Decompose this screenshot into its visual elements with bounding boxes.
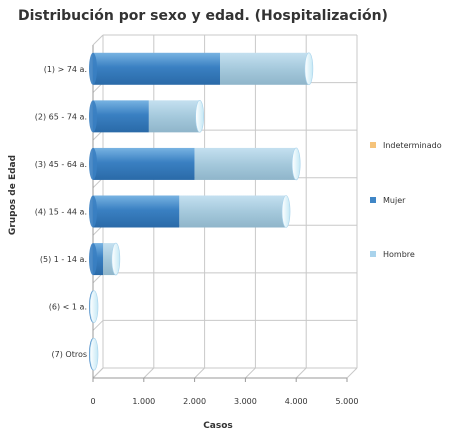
- category-label: (6) < 1 a.: [49, 303, 87, 312]
- legend-label-mujer: Mujer: [383, 196, 406, 205]
- category-label: (5) 1 - 14 a.: [40, 255, 87, 264]
- bar-end-cap: [89, 290, 99, 323]
- gridline-floor: [295, 367, 307, 379]
- bar-end-cap: [281, 195, 291, 228]
- legend-swatch-indeterminado: [370, 142, 376, 148]
- x-tick-label: 2.000: [183, 397, 206, 406]
- category-label: (3) 45 - 64 a.: [35, 160, 87, 169]
- x-tick-label: 1.000: [132, 397, 155, 406]
- bar-group: [89, 147, 301, 181]
- bar-segment-hombre: [148, 100, 200, 133]
- gridline-diagonal: [92, 320, 104, 331]
- gridline-floor: [346, 367, 358, 379]
- legend-swatch-mujer: [370, 197, 376, 203]
- bar-segment-hombre: [220, 52, 309, 85]
- gridline-floor: [92, 367, 104, 379]
- chart-title: Distribución por sexo y edad. (Hospitali…: [18, 8, 388, 24]
- gridline-floor: [245, 367, 256, 379]
- bar-start-cap: [89, 52, 97, 85]
- category-labels: (1) > 74 a. (2) 65 - 74 a. (3) 45 - 64 a. (…: [35, 65, 87, 359]
- bar-segment-mujer: [93, 243, 104, 276]
- x-tick-labels: 0 1.000 2.000 3.000 4.000 5.000: [90, 397, 358, 406]
- category-label: (1) > 74 a.: [44, 65, 87, 74]
- bars: [89, 52, 314, 371]
- x-tick-label: 4.000: [285, 397, 308, 406]
- legend-label-hombre: Hombre: [383, 250, 415, 259]
- bar-group: [89, 337, 99, 371]
- gridline-diagonal: [92, 34, 104, 46]
- bar-segment-hombre: [194, 147, 297, 180]
- legend-swatch-hombre: [370, 251, 376, 257]
- bar-group: [89, 100, 204, 133]
- legend: Indeterminado Mujer Hombre: [370, 141, 442, 259]
- bar-segment-mujer: [93, 195, 180, 228]
- category-label: (4) 15 - 44 a.: [35, 208, 87, 217]
- bar-start-cap: [89, 100, 97, 133]
- bar-group: [89, 242, 121, 276]
- bar-start-cap: [89, 195, 97, 228]
- x-tick-label: 0: [90, 397, 95, 406]
- bar-start-cap: [89, 243, 97, 276]
- bar-end-cap: [195, 100, 204, 133]
- x-axis-title: Casos: [203, 421, 233, 431]
- bar-group: [89, 290, 99, 323]
- y-axis-title: Grupos de Edad: [8, 155, 18, 235]
- bar-end-cap: [89, 337, 99, 371]
- bar-segment-mujer: [93, 100, 149, 133]
- bar-group: [89, 195, 291, 228]
- x-tick-label: 5.000: [336, 397, 359, 406]
- bar-end-cap: [304, 52, 314, 86]
- x-tick-label: 3.000: [234, 397, 257, 406]
- bar-segment-mujer: [93, 147, 195, 180]
- bar-end-cap: [111, 242, 121, 276]
- bar-segment-hombre: [179, 195, 287, 228]
- bar-segment-mujer: [93, 52, 220, 85]
- gridline-floor: [194, 367, 205, 379]
- bar-end-cap: [291, 147, 301, 181]
- gridline-floor: [143, 367, 155, 379]
- category-label: (2) 65 - 74 a.: [35, 112, 87, 121]
- bar-start-cap: [89, 147, 97, 180]
- legend-label-indeterminado: Indeterminado: [383, 141, 442, 150]
- bar-group: [89, 52, 314, 86]
- category-label: (7) Otros: [52, 350, 87, 359]
